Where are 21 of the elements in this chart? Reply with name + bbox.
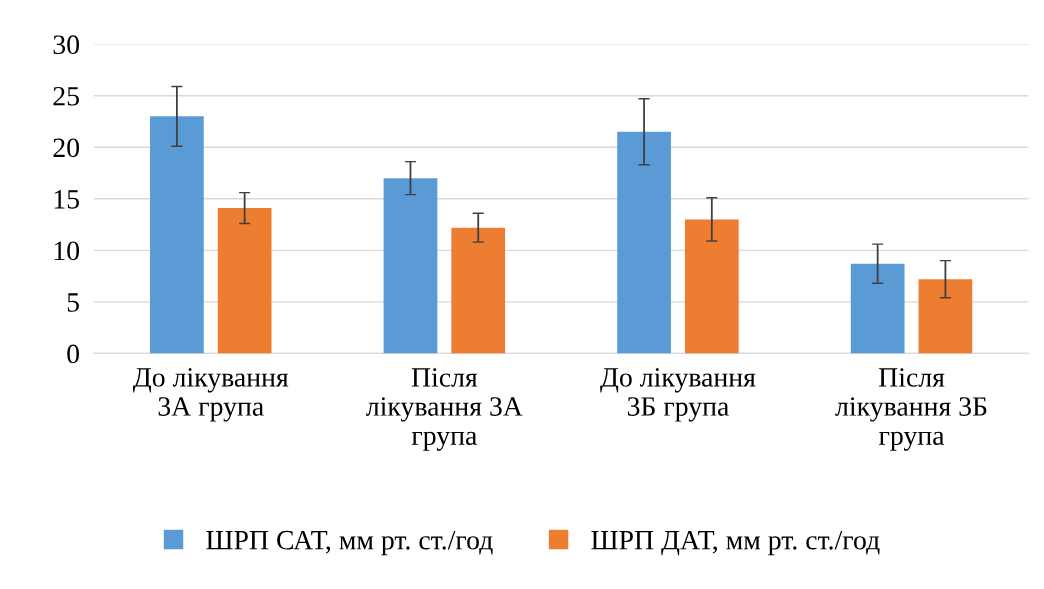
y-tick-label: 10 [54,241,80,261]
bar [617,131,671,354]
bar [217,208,272,354]
x-tick-label: Після лікування 3А група [366,368,523,451]
y-tick-label: 0 [67,344,80,364]
y-tick-label: 30 [53,35,80,55]
y-tick-label: 5 [67,293,79,312]
bar [383,178,438,354]
bar [451,227,506,354]
y-tick-label: 20 [53,138,80,158]
legend-label: ШРП ДАТ, мм рт. ст./год [591,530,880,556]
x-tick-label: Після лікування 3Б група [835,368,987,451]
bar [684,219,739,354]
x-tick-label: До лікування 3А група [132,368,289,422]
y-tick-label: 15 [54,190,79,209]
bar [850,263,905,354]
y-tick-label: 25 [53,86,79,106]
x-tick-label: До лікування 3Б група [600,368,756,422]
bar [918,279,973,354]
legend-label: ШРП САТ, мм рт. ст./год [206,530,493,556]
bar [150,116,204,354]
